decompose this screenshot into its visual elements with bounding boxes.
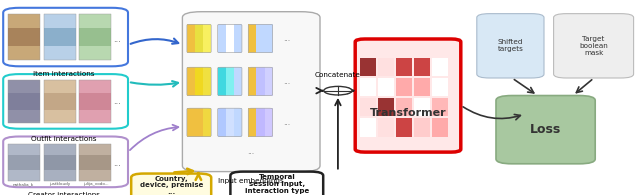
- Bar: [79, 28, 111, 46]
- Bar: [218, 67, 226, 96]
- Bar: [432, 58, 448, 76]
- Bar: [396, 58, 412, 76]
- Bar: [79, 80, 111, 123]
- Text: ...: ...: [283, 34, 290, 43]
- FancyBboxPatch shape: [230, 172, 323, 195]
- Bar: [203, 24, 211, 53]
- Bar: [79, 93, 111, 110]
- Text: ...: ...: [283, 118, 290, 127]
- Bar: [218, 24, 226, 53]
- Bar: [8, 144, 40, 181]
- FancyBboxPatch shape: [355, 39, 461, 152]
- Text: ...: ...: [247, 147, 255, 156]
- Circle shape: [324, 86, 352, 95]
- Text: ...: ...: [283, 77, 290, 86]
- Bar: [8, 80, 40, 123]
- Text: Loss: Loss: [530, 123, 561, 136]
- Text: nathalia_k: nathalia_k: [13, 182, 35, 186]
- Bar: [360, 78, 376, 96]
- Text: Shifted
targets: Shifted targets: [497, 39, 524, 52]
- Bar: [234, 108, 242, 136]
- Text: justkloudy: justkloudy: [49, 182, 70, 186]
- Bar: [44, 28, 76, 46]
- Bar: [432, 98, 448, 116]
- Bar: [187, 108, 195, 136]
- Bar: [248, 24, 257, 53]
- Bar: [360, 58, 376, 76]
- Bar: [414, 58, 430, 76]
- FancyBboxPatch shape: [3, 74, 128, 129]
- Bar: [257, 24, 264, 53]
- Text: ...: ...: [113, 97, 121, 106]
- Text: Item interactions: Item interactions: [33, 71, 95, 77]
- Text: Country,
device, premise
...: Country, device, premise ...: [140, 176, 203, 195]
- Bar: [396, 98, 412, 116]
- Text: Target
boolean
mask: Target boolean mask: [579, 36, 608, 56]
- Bar: [248, 67, 257, 96]
- FancyBboxPatch shape: [554, 14, 634, 78]
- Bar: [187, 67, 195, 96]
- Bar: [226, 67, 234, 96]
- Bar: [79, 155, 111, 170]
- Bar: [257, 67, 264, 96]
- Text: Outfit interactions: Outfit interactions: [31, 136, 97, 142]
- Bar: [8, 93, 40, 110]
- Bar: [203, 108, 211, 136]
- FancyBboxPatch shape: [477, 14, 544, 78]
- Bar: [378, 78, 394, 96]
- Bar: [396, 78, 412, 96]
- Bar: [44, 80, 76, 123]
- Text: Temporal
session input,
interaction type: Temporal session input, interaction type: [244, 174, 309, 194]
- Bar: [248, 108, 257, 136]
- Bar: [44, 93, 76, 110]
- Bar: [187, 24, 195, 53]
- Bar: [432, 118, 448, 136]
- Bar: [264, 67, 273, 96]
- FancyBboxPatch shape: [131, 174, 211, 195]
- Bar: [378, 58, 394, 76]
- Bar: [195, 108, 203, 136]
- Bar: [414, 78, 430, 96]
- Bar: [8, 14, 40, 60]
- Bar: [203, 67, 211, 96]
- Bar: [218, 108, 226, 136]
- Bar: [79, 144, 111, 181]
- Bar: [414, 98, 430, 116]
- Bar: [264, 24, 273, 53]
- FancyBboxPatch shape: [496, 96, 595, 164]
- Bar: [264, 108, 273, 136]
- Text: ...: ...: [113, 159, 121, 168]
- Bar: [44, 144, 76, 181]
- FancyBboxPatch shape: [182, 12, 320, 172]
- Bar: [257, 108, 264, 136]
- FancyBboxPatch shape: [3, 8, 128, 66]
- Text: Concatenate: Concatenate: [315, 72, 361, 78]
- Bar: [378, 118, 394, 136]
- Text: julija_vodo...: julija_vodo...: [83, 182, 108, 186]
- Bar: [432, 78, 448, 96]
- Text: Input embeddings: Input embeddings: [218, 178, 284, 184]
- Bar: [414, 118, 430, 136]
- Bar: [195, 67, 203, 96]
- Bar: [226, 24, 234, 53]
- Bar: [8, 155, 40, 170]
- Bar: [360, 118, 376, 136]
- Text: Transformer: Transformer: [370, 108, 446, 118]
- FancyBboxPatch shape: [3, 136, 128, 187]
- Bar: [8, 28, 40, 46]
- Bar: [360, 98, 376, 116]
- Bar: [378, 98, 394, 116]
- Bar: [79, 14, 111, 60]
- Bar: [234, 67, 242, 96]
- Bar: [226, 108, 234, 136]
- Text: Creator interactions: Creator interactions: [28, 192, 100, 195]
- Bar: [195, 24, 203, 53]
- Bar: [44, 155, 76, 170]
- Bar: [234, 24, 242, 53]
- Bar: [44, 14, 76, 60]
- Text: ...: ...: [113, 35, 121, 43]
- Bar: [396, 118, 412, 136]
